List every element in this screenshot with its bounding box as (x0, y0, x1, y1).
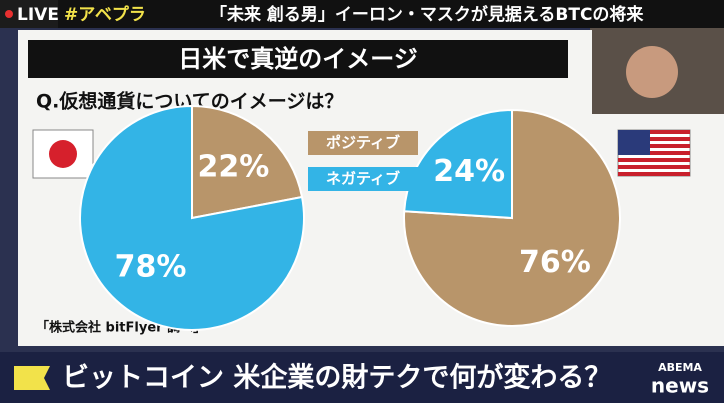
japan-flag-sun (49, 140, 77, 168)
legend-swatch (308, 131, 418, 155)
value-label: 76% (519, 245, 591, 280)
guest-face (626, 46, 678, 98)
pie-slice (191, 104, 304, 220)
value-label: 24% (433, 154, 505, 189)
bottom-bar (0, 352, 724, 403)
flag-icon (14, 366, 50, 390)
us-flag (617, 129, 691, 177)
live: LIVE (17, 5, 59, 25)
legend-label: ネガティブ (326, 170, 400, 188)
top-bar (0, 0, 724, 28)
legend-label: ポジティブ (326, 134, 400, 152)
headline: 「未来 創る男」イーロン・マスクが見据えるBTCの将来 (210, 4, 644, 25)
logo-sub: news (651, 374, 709, 398)
panel-title: 日米で真逆のイメージ (178, 45, 418, 73)
banner: ビットコイン 米企業の財テクで何が変わる？ (62, 362, 611, 394)
value-label: 22% (198, 149, 270, 184)
logo: ABEMA (658, 361, 702, 374)
pie-slice (403, 108, 513, 220)
legend-swatch (308, 167, 418, 191)
pie-slice (403, 108, 621, 327)
question: Q.仮想通貨についてのイメージは？ (36, 90, 343, 113)
live-dot (5, 10, 13, 18)
panel-title-bar (28, 40, 568, 78)
hashtag: #アベプラ (64, 4, 146, 25)
value-label: 78% (115, 250, 187, 285)
pie-slice (79, 104, 305, 331)
